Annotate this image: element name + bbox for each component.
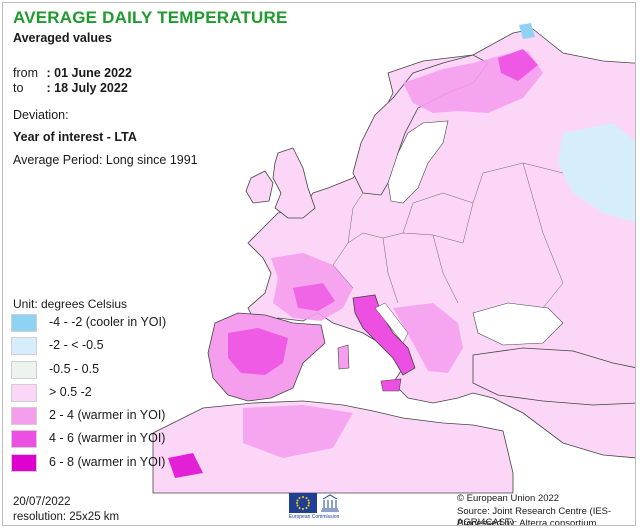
period-to-value: : 18 July 2022 [46, 81, 128, 95]
legend-label: 4 - 6 (warmer in YOI) [49, 431, 166, 446]
map-title: AVERAGE DAILY TEMPERATURE [13, 8, 288, 27]
deviation-mode: Year of interest - LTA [13, 130, 137, 144]
legend-swatch [11, 430, 37, 449]
legend-label: 2 - 4 (warmer in YOI) [49, 408, 166, 423]
ireland [245, 170, 274, 204]
eu-stars-icon [296, 496, 310, 510]
black-sea [472, 302, 564, 346]
legend-label: -4 - -2 (cooler in YOI) [49, 315, 167, 329]
average-period: Average Period: Long since 1991 [13, 153, 198, 167]
legend-label: > 0.5 -2 [49, 384, 92, 399]
processed-by: Processed by: Alterra consortium [457, 518, 597, 526]
iberia-hot [228, 328, 288, 375]
legend-swatch [11, 360, 37, 379]
logo-text: European Commission [288, 514, 340, 520]
legend-swatch [11, 383, 37, 402]
great-britain [272, 147, 316, 219]
issue-date: 20/07/2022 [13, 496, 71, 508]
map-subtitle: Averaged values [13, 31, 112, 45]
top-cool-region [519, 23, 535, 39]
africa-warm [243, 405, 353, 458]
legend-label: 6 - 8 (warmer in YOI) [49, 454, 166, 469]
european-commission-logo: European Commission [285, 490, 343, 525]
legend-swatch [11, 337, 37, 356]
east-cool-region [558, 123, 635, 223]
africa-hot [168, 453, 203, 478]
legend-swatch [11, 453, 37, 472]
sicily [380, 378, 402, 392]
period-to-row: to : 18 July 2022 [13, 81, 128, 95]
legend-unit: Unit: degrees Celsius [13, 297, 128, 311]
country-borders [332, 162, 564, 309]
north-warm-core [498, 49, 538, 81]
europe-temperature-map [152, 23, 635, 494]
balkans [393, 303, 463, 373]
resolution: resolution: 25x25 km [13, 511, 120, 523]
commission-building-icon [319, 493, 341, 513]
map-panel: AVERAGE DAILY TEMPERATURE Averaged value… [2, 2, 636, 526]
period-from-label: from [13, 66, 38, 80]
legend-label: -2 - < -0.5 [49, 338, 104, 353]
france-hot [293, 283, 335, 311]
baltic-sea [387, 120, 449, 204]
legend-label: -0.5 - 0.5 [49, 361, 100, 376]
source: Source: Joint Research Centre (IES-AGRI4… [457, 506, 612, 526]
period-from-row: from : 01 June 2022 [13, 66, 132, 80]
eu-flag-icon [289, 493, 317, 513]
period-from-value: : 01 June 2022 [46, 66, 132, 80]
adriatic-sea [374, 302, 409, 344]
copyright: © European Union 2022 [457, 493, 560, 504]
period-to-label: to [13, 81, 24, 95]
turkey [472, 347, 635, 406]
legend-swatch [11, 407, 37, 426]
sardinia [337, 344, 350, 370]
deviation-label: Deviation: [13, 108, 69, 122]
legend-swatch [11, 314, 37, 332]
